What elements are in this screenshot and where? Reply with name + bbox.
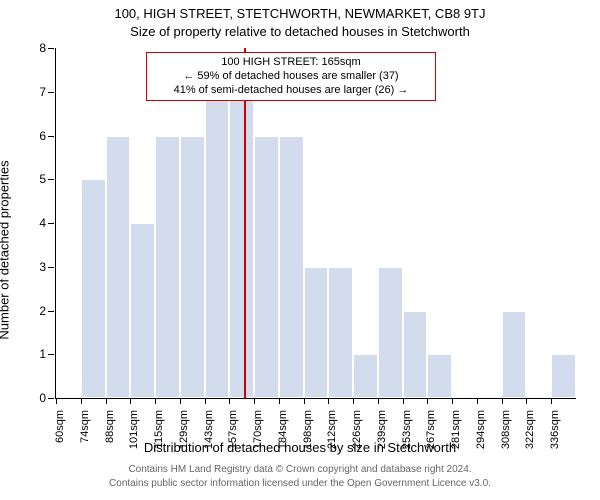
bar — [304, 267, 329, 398]
x-tick — [403, 398, 404, 404]
footer-line-2: Contains public sector information licen… — [0, 478, 600, 489]
chart-container: 100, HIGH STREET, STETCHWORTH, NEWMARKET… — [0, 0, 600, 500]
x-tick — [205, 398, 206, 404]
x-tick — [502, 398, 503, 404]
bar — [279, 136, 304, 399]
bar — [378, 267, 403, 398]
y-tick-label: 5 — [39, 172, 46, 186]
x-tick — [452, 398, 453, 404]
x-tick-label: 88sqm — [104, 410, 116, 443]
y-tick — [48, 354, 54, 355]
x-tick — [378, 398, 379, 404]
bar — [403, 311, 428, 399]
bar — [353, 354, 378, 398]
y-tick-label: 3 — [39, 260, 46, 274]
y-tick-label: 7 — [39, 85, 46, 99]
y-tick — [48, 398, 54, 399]
y-tick — [48, 92, 54, 93]
x-tick — [56, 398, 57, 404]
bar — [229, 92, 254, 398]
bar — [81, 179, 106, 398]
bar — [205, 92, 230, 398]
bar — [106, 136, 131, 399]
y-tick — [48, 311, 54, 312]
subtitle: Size of property relative to detached ho… — [0, 24, 600, 39]
x-tick — [229, 398, 230, 404]
y-tick-label: 8 — [39, 41, 46, 55]
x-tick — [106, 398, 107, 404]
y-tick-label: 1 — [39, 347, 46, 361]
annotation-box: 100 HIGH STREET: 165sqm ← 59% of detache… — [146, 52, 436, 101]
annotation-line-1: 100 HIGH STREET: 165sqm — [155, 56, 427, 70]
x-tick — [551, 398, 552, 404]
y-tick — [48, 48, 54, 49]
bar — [155, 136, 180, 399]
x-axis-label: Distribution of detached houses by size … — [0, 440, 600, 455]
bar — [427, 354, 452, 398]
plot-area: 01234567860sqm74sqm88sqm101sqm115sqm129s… — [55, 48, 576, 399]
bar — [328, 267, 353, 398]
x-tick — [526, 398, 527, 404]
y-tick-label: 6 — [39, 129, 46, 143]
x-tick — [130, 398, 131, 404]
bar — [180, 136, 205, 399]
y-tick-label: 0 — [39, 391, 46, 405]
annotation-line-3: 41% of semi-detached houses are larger (… — [155, 84, 427, 98]
y-tick — [48, 136, 54, 137]
bar — [551, 354, 576, 398]
x-tick — [81, 398, 82, 404]
bar — [254, 136, 279, 399]
x-tick — [254, 398, 255, 404]
bar — [502, 311, 527, 399]
y-tick — [48, 179, 54, 180]
y-tick — [48, 267, 54, 268]
y-tick — [48, 223, 54, 224]
x-tick — [353, 398, 354, 404]
annotation-line-2: ← 59% of detached houses are smaller (37… — [155, 70, 427, 84]
x-tick — [279, 398, 280, 404]
y-tick-label: 4 — [39, 216, 46, 230]
x-tick — [328, 398, 329, 404]
x-tick-label: 60sqm — [54, 410, 66, 443]
y-tick-label: 2 — [39, 304, 46, 318]
x-tick — [304, 398, 305, 404]
address-title: 100, HIGH STREET, STETCHWORTH, NEWMARKET… — [0, 6, 600, 21]
x-tick — [427, 398, 428, 404]
y-axis-label: Number of detached properties — [0, 71, 12, 250]
x-tick — [180, 398, 181, 404]
bar — [130, 223, 155, 398]
x-tick — [477, 398, 478, 404]
footer-line-1: Contains HM Land Registry data © Crown c… — [0, 464, 600, 475]
x-tick — [155, 398, 156, 404]
x-tick-label: 74sqm — [79, 410, 91, 443]
